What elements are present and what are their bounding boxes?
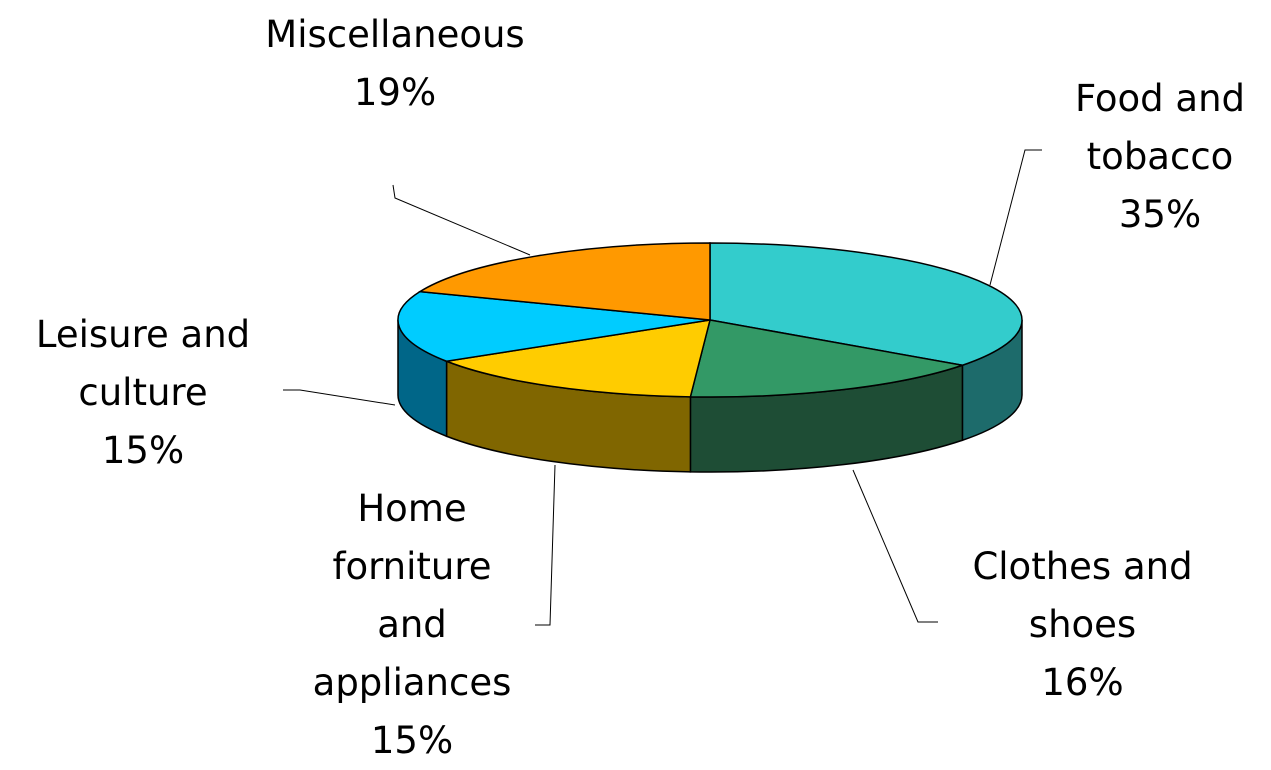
pie-slice (709, 242, 1023, 367)
slice-label: Miscellaneous 19% (250, 6, 540, 122)
pie-slice (417, 242, 711, 321)
leader-line (283, 389, 396, 406)
value-label: 16% (1041, 661, 1124, 704)
slice-label: Home forniture and appliances 15% (292, 480, 532, 770)
value-label: 15% (370, 719, 454, 762)
pie-tops (397, 242, 1023, 398)
category-label: Leisure and culture (35, 313, 251, 414)
leader-line (989, 149, 1042, 286)
pie-slice (397, 290, 711, 363)
pie-slice (443, 319, 712, 398)
category-label: Home forniture and appliances (312, 487, 512, 704)
value-label: 35% (1118, 193, 1202, 236)
value-label: 19% (353, 71, 437, 114)
value-label: 15% (101, 429, 185, 472)
leader-line (852, 469, 938, 623)
category-label: Clothes and shoes (972, 545, 1193, 646)
slice-label: Leisure and culture 15% (8, 306, 278, 480)
leader-line (392, 184, 531, 256)
slice-label: Food and tobacco 35% (1045, 70, 1271, 244)
category-label: Food and tobacco (1074, 77, 1246, 178)
leader-line (535, 464, 556, 626)
pie-slice (689, 319, 963, 398)
pie (397, 242, 1023, 473)
slice-label: Clothes and shoes 16% (945, 538, 1220, 712)
category-label: Miscellaneous (265, 13, 525, 56)
